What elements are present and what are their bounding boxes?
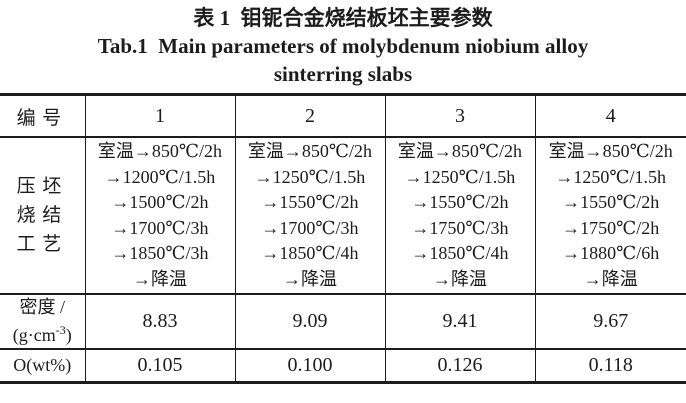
table-title-en-line2: sinterring slabs — [273, 62, 413, 86]
process-label-line: 烧结 — [16, 205, 68, 226]
oxygen-label-cell: O(wt%) — [0, 349, 85, 384]
process-step: →1750℃/2h — [562, 217, 660, 238]
oxygen-value: 0.105 — [137, 354, 183, 376]
header-cell-4: 4 — [534, 93, 686, 138]
process-step: →1850℃/4h — [261, 243, 359, 263]
oxygen-value-cell-1: 0.105 — [84, 349, 235, 384]
process-label-line: 压坯 — [16, 176, 68, 197]
density-value-cell-3: 9.41 — [384, 294, 535, 350]
process-step: →1700℃/3h — [111, 217, 209, 238]
density-unit-superscript: -3 — [55, 323, 66, 337]
density-label-cell: 密度 / (g·cm-3) — [0, 294, 85, 350]
process-step: →1500℃/2h — [111, 192, 209, 212]
density-label: 密度 / — [19, 297, 65, 317]
oxygen-row: O(wt%) 0.105 0.100 0.126 0.118 — [0, 349, 686, 384]
process-step: →1850℃/3h — [111, 243, 209, 263]
column-number: 4 — [605, 104, 616, 127]
process-step: →1250℃/1.5h — [555, 166, 667, 187]
density-value-cell-2: 9.09 — [234, 294, 385, 350]
column-number: 1 — [155, 104, 165, 127]
process-row: 压坯 烧结 工艺 室温→850℃/2h →1200℃/1.5h →1500℃/2… — [0, 137, 686, 295]
process-step: 室温→850℃/2h — [548, 141, 673, 161]
process-step: 室温→850℃/2h — [97, 141, 223, 161]
process-cell-2: 室温→850℃/2h →1250℃/1.5h →1550℃/2h →1700℃/… — [234, 137, 385, 295]
process-step: →1550℃/2h — [562, 192, 660, 212]
table-caption: 表 1 钼铌合金烧结板坯主要参数 Tab.1 Main parameters o… — [0, 0, 686, 88]
process-step: →降温 — [433, 268, 487, 289]
density-value-cell-4: 9.67 — [534, 294, 686, 350]
oxygen-value-cell-3: 0.126 — [384, 349, 535, 384]
density-row: 密度 / (g·cm-3) 8.83 9.09 9.41 9.67 — [0, 294, 686, 350]
header-label: 编号 — [16, 107, 68, 129]
table-title-en-line1: Tab.1 Main parameters of molybdenum niob… — [97, 34, 589, 58]
density-value: 9.41 — [442, 310, 478, 332]
column-number: 2 — [305, 104, 315, 127]
process-step: →降温 — [283, 268, 337, 289]
process-step: →降温 — [583, 268, 638, 289]
process-step: 室温→850℃/2h — [247, 141, 373, 161]
process-step: 室温→850℃/2h — [397, 141, 523, 161]
process-cell-1: 室温→850℃/2h →1200℃/1.5h →1500℃/2h →1700℃/… — [84, 137, 235, 295]
process-step: →1550℃/2h — [261, 192, 359, 212]
density-value: 8.83 — [142, 310, 178, 332]
density-unit-post: ) — [65, 325, 72, 345]
process-step: →1200℃/1.5h — [104, 166, 216, 187]
process-step: →1750℃/3h — [411, 217, 509, 238]
header-label-cell: 编号 — [0, 93, 85, 138]
density-unit-pre: (g·cm — [12, 325, 56, 345]
density-value: 9.09 — [292, 310, 328, 332]
column-number: 3 — [455, 104, 465, 127]
parameters-table: 编号 1 2 3 4 压坯 烧结 工艺 室温→850℃/2h →1 — [0, 93, 686, 384]
header-cell-3: 3 — [384, 93, 535, 138]
process-step: →降温 — [133, 268, 187, 289]
process-step: →1250℃/1.5h — [254, 166, 366, 187]
density-value: 9.67 — [593, 310, 629, 332]
process-step: →1700℃/3h — [261, 217, 359, 238]
oxygen-value: 0.100 — [287, 354, 333, 376]
process-step: →1250℃/1.5h — [404, 166, 516, 187]
oxygen-value-cell-4: 0.118 — [534, 349, 686, 384]
oxygen-value-cell-2: 0.100 — [234, 349, 385, 384]
oxygen-label: O(wt%) — [13, 354, 72, 375]
density-value-cell-1: 8.83 — [84, 294, 235, 350]
density-unit: (g·cm-3) — [0, 319, 85, 347]
header-row: 编号 1 2 3 4 — [0, 93, 686, 138]
oxygen-value: 0.118 — [588, 354, 633, 376]
header-cell-2: 2 — [234, 93, 385, 138]
oxygen-value: 0.126 — [437, 354, 483, 376]
process-step: →1850℃/4h — [411, 243, 509, 263]
process-label-line: 工艺 — [16, 234, 68, 255]
process-cell-4: 室温→850℃/2h →1250℃/1.5h →1550℃/2h →1750℃/… — [534, 137, 686, 295]
header-cell-1: 1 — [84, 93, 235, 138]
process-step: →1550℃/2h — [411, 192, 509, 212]
table-title-zh: 表 1 钼铌合金烧结板坯主要参数 — [193, 6, 493, 30]
process-label-cell: 压坯 烧结 工艺 — [0, 137, 85, 295]
process-cell-3: 室温→850℃/2h →1250℃/1.5h →1550℃/2h →1750℃/… — [384, 137, 535, 295]
process-step: →1880℃/6h — [562, 243, 660, 263]
